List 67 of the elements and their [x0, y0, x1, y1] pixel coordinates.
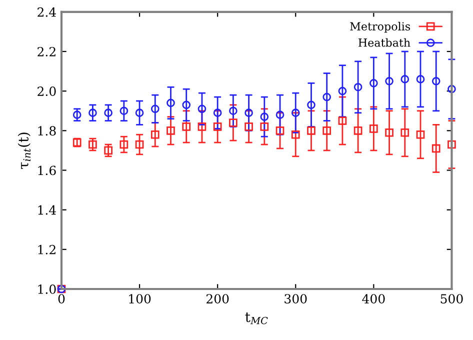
point [150, 130, 160, 139]
point [244, 108, 253, 118]
y-tick-label: 1.2 [38, 244, 56, 254]
point [291, 108, 300, 118]
point [370, 124, 378, 133]
point [182, 100, 191, 110]
point [229, 118, 238, 127]
point [354, 126, 362, 135]
y-tick-label: 2.4 [38, 7, 56, 17]
point [385, 128, 394, 137]
point [416, 130, 425, 139]
legend-label: Metropolis [350, 22, 410, 33]
x-tick-label: 500 [440, 294, 463, 304]
point [432, 77, 440, 86]
point [276, 126, 284, 135]
point [416, 75, 425, 84]
point [432, 144, 440, 153]
point [244, 122, 253, 131]
point [338, 116, 347, 125]
point [448, 84, 456, 94]
point [322, 126, 332, 135]
point [198, 104, 206, 114]
y-tick-label: 2.2 [38, 46, 56, 56]
point [400, 75, 410, 84]
y-axis-title: τ$_{int}$(t) [18, 132, 31, 169]
legend-label: Heatbath [358, 38, 410, 47]
point [385, 77, 394, 86]
point [229, 106, 238, 116]
point [120, 140, 128, 149]
point [182, 122, 191, 131]
point [135, 140, 144, 149]
y-tick-label: 1.4 [38, 205, 56, 215]
y-tick-label: 1.6 [38, 166, 56, 176]
x-tick-label: 200 [206, 294, 229, 304]
point [307, 100, 316, 110]
point [166, 98, 175, 108]
x-axis-title: t$_{MC}$ [245, 312, 268, 324]
x-tick-label: 300 [284, 294, 307, 304]
point [213, 122, 222, 131]
point [135, 108, 144, 118]
y-tick-label: 2.0 [38, 86, 56, 96]
point [150, 104, 160, 114]
x-tick-label: 100 [129, 294, 151, 304]
point [322, 92, 332, 102]
point [338, 86, 347, 96]
point [260, 122, 269, 131]
point [260, 112, 269, 121]
point [120, 106, 128, 116]
y-tick-label: 1.8 [38, 126, 56, 136]
y-tick-label: 1.0 [38, 284, 56, 294]
point [291, 130, 300, 139]
point [276, 110, 284, 119]
point [104, 108, 112, 118]
x-tick-label: 400 [362, 294, 385, 304]
point [88, 108, 97, 118]
point [72, 110, 82, 119]
point [354, 82, 362, 92]
point [88, 140, 97, 149]
point [448, 140, 456, 149]
point [307, 126, 316, 135]
point [400, 128, 410, 137]
point [104, 146, 112, 155]
point [166, 126, 175, 135]
point [370, 78, 378, 88]
point [213, 108, 222, 118]
x-tick-label: 0 [58, 294, 65, 304]
point [198, 122, 206, 131]
